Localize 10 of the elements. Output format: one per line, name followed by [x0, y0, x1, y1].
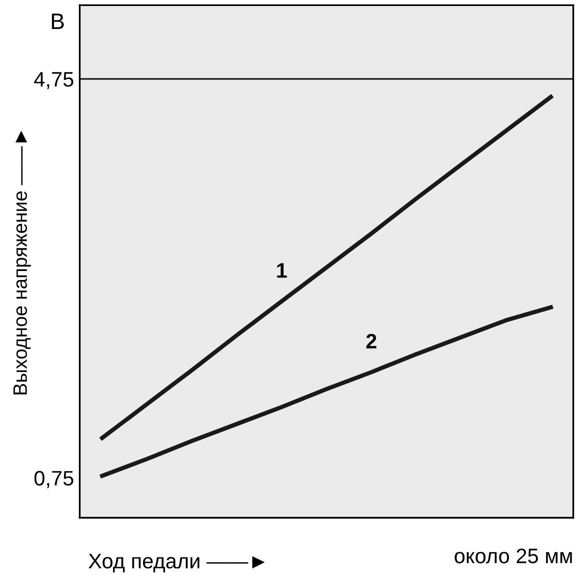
series-label: 1	[277, 263, 287, 278]
line-series	[100, 94, 553, 440]
text: около 25 мм	[454, 548, 572, 564]
y-tick-label: 0,75	[34, 470, 74, 488]
line-series	[100, 305, 553, 478]
text: В	[52, 14, 64, 29]
x-axis-title: Ход педали ——►	[88, 554, 265, 572]
y-tick-label: 4,75	[34, 72, 74, 90]
y-axis-title: Выходное напряжение ——►	[13, 130, 31, 394]
series-label: 2	[366, 334, 376, 348]
